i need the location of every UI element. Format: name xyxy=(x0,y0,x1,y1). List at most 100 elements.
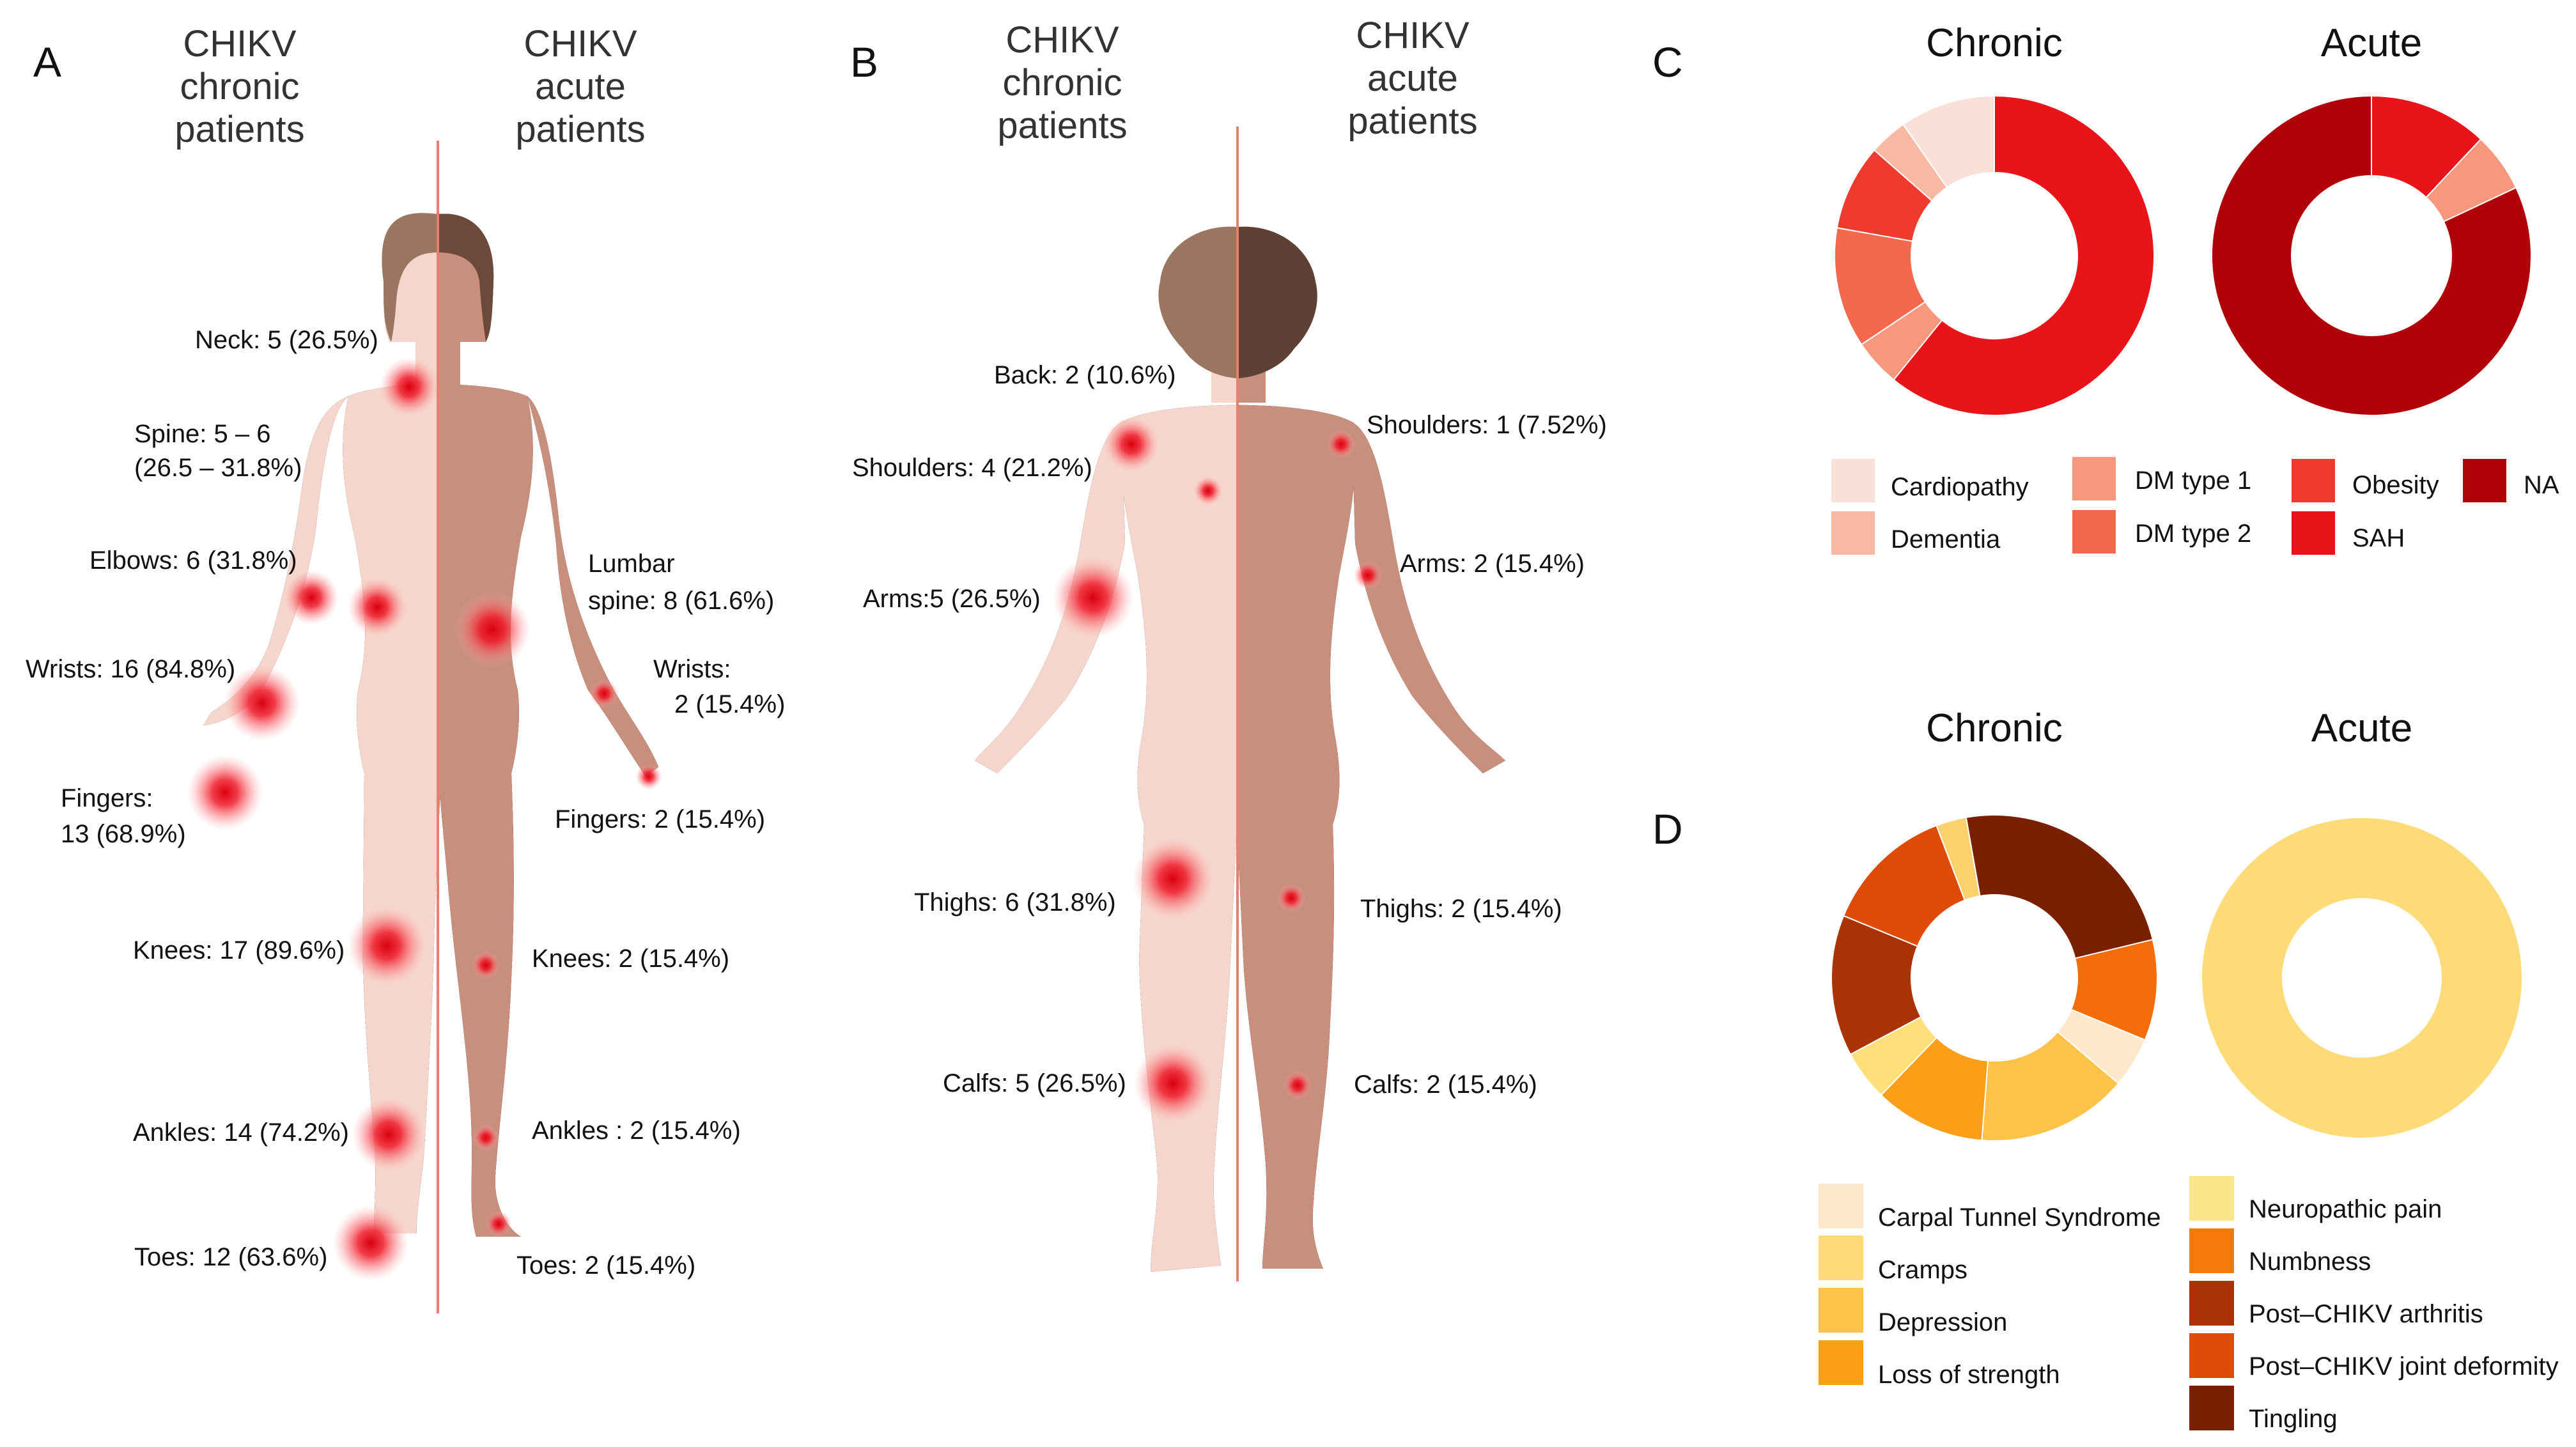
legend-c-swatch-cardiopathy xyxy=(1831,459,1875,502)
label-acute-wrists-line2: 2 (15.4%) xyxy=(674,690,785,718)
label-elbows: Elbows: 6 (31.8%) xyxy=(89,546,297,575)
panel-letter-d: D xyxy=(1652,805,1683,853)
panel-b-spots xyxy=(1053,417,1382,1122)
panel-a-header-acute-line1: CHIKV xyxy=(524,23,637,65)
donut-2-slice-tingling xyxy=(1965,814,2154,959)
label-ankles: Ankles: 14 (74.2%) xyxy=(133,1118,349,1147)
spot-arms xyxy=(1053,558,1133,637)
legend-d-swatch-neuropathic xyxy=(2189,1176,2234,1221)
spot-acute-wrists xyxy=(590,679,618,708)
spot-neck xyxy=(380,358,438,415)
panel-b-header-chronic-line2: chronic xyxy=(1003,62,1122,104)
spot-ankles xyxy=(353,1099,424,1170)
legend-c-swatch-dm2 xyxy=(2072,510,2116,553)
spot-acute-calfs xyxy=(1284,1071,1312,1099)
label-thighs: Thighs: 6 (31.8%) xyxy=(914,888,1116,917)
legend-d-swatch-depression xyxy=(1819,1288,1863,1333)
legend-c-swatch-obesity xyxy=(2292,459,2335,502)
legend-d-swatch-cramps xyxy=(1819,1235,1863,1280)
spot-knees xyxy=(348,908,425,984)
panel-letter-a: A xyxy=(33,38,61,86)
donut-0-slice-cardiopathy xyxy=(1902,95,1995,189)
legend-d-swatch-arthritis xyxy=(2189,1281,2234,1326)
legend-d-swatch-numbness xyxy=(2189,1228,2234,1273)
label-knees: Knees: 17 (89.6%) xyxy=(133,936,345,964)
legend-c-swatch-sah xyxy=(2292,511,2335,555)
legend-c-na: NA xyxy=(2524,471,2559,499)
spot-spine xyxy=(348,578,406,636)
spot-acute-thighs xyxy=(1277,884,1305,912)
legend-c-sah: SAH xyxy=(2352,524,2405,552)
legend-d-deformity: Post–CHIKV joint deformity xyxy=(2249,1352,2559,1381)
label-acute-toes: Toes: 2 (15.4%) xyxy=(516,1251,695,1280)
chart-c-acute-title: Acute xyxy=(2321,21,2423,65)
label-acute-calfs: Calfs: 2 (15.4%) xyxy=(1354,1071,1537,1099)
label-wrists: Wrists: 16 (84.8%) xyxy=(26,655,235,683)
donut-2-slice-depression xyxy=(1936,816,1981,901)
legend-d-depression: Depression xyxy=(1878,1308,2007,1336)
legend-d-swatch-loss-strength xyxy=(1819,1340,1863,1385)
spot-calfs xyxy=(1135,1045,1211,1122)
panel-letter-c: C xyxy=(1652,38,1683,86)
label-acute-fingers: Fingers: 2 (15.4%) xyxy=(555,805,765,833)
legend-d: Carpal Tunnel Syndrome Cramps Depression… xyxy=(1819,1176,2559,1433)
panel-a-spots xyxy=(188,358,662,1280)
legend-d-cramps: Cramps xyxy=(1878,1256,1967,1284)
donut-2-slice-cramps xyxy=(1981,1030,2120,1141)
label-toes: Toes: 12 (63.6%) xyxy=(134,1243,327,1271)
legend-c-swatch-dm1 xyxy=(2072,457,2116,500)
donut-1-slice-na xyxy=(2211,95,2532,416)
label-shoulders: Shoulders: 4 (21.2%) xyxy=(852,454,1092,482)
panel-b-header-acute-line1: CHIKV xyxy=(1356,15,1470,56)
spot-acute-knees xyxy=(472,951,500,979)
spot-acute-toes xyxy=(486,1211,511,1237)
label-spine-line1: Spine: 5 – 6 xyxy=(134,420,271,448)
label-acute-arms: Arms: 2 (15.4%) xyxy=(1400,550,1585,578)
panel-a-header-chronic-line2: chronic xyxy=(180,66,300,107)
legend-d-swatch-carpal xyxy=(1819,1184,1863,1228)
legend-d-swatch-deformity xyxy=(2189,1333,2234,1378)
panel-a-header-chronic-line3: patients xyxy=(175,109,304,150)
label-lumbar-line1: Lumbar xyxy=(588,550,675,578)
label-fingers-line2: 13 (68.9%) xyxy=(61,820,186,848)
legend-d-carpal: Carpal Tunnel Syndrome xyxy=(1878,1203,2161,1232)
spot-toes xyxy=(334,1206,408,1280)
spot-back xyxy=(1194,477,1222,505)
spot-elbows xyxy=(284,571,338,624)
spot-fingers xyxy=(188,755,262,830)
panel-a: CHIKV chronic patients CHIKV acute patie… xyxy=(26,23,785,1313)
panel-b-header-acute-line2: acute xyxy=(1367,58,1458,99)
legend-c-swatch-dementia xyxy=(1831,511,1875,555)
spot-shoulders xyxy=(1105,417,1158,471)
donut-charts xyxy=(1831,95,2532,1141)
spot-thighs xyxy=(1133,839,1213,918)
label-spine-line2: (26.5 – 31.8%) xyxy=(134,454,302,482)
chart-c-chronic-title: Chronic xyxy=(1926,21,2063,65)
label-fingers-line1: Fingers: xyxy=(61,784,153,812)
chart-d-chronic-title: Chronic xyxy=(1926,706,2063,750)
panel-letter-b: B xyxy=(850,38,878,86)
legend-c-obesity: Obesity xyxy=(2352,471,2439,499)
legend-c-swatch-na xyxy=(2463,459,2506,502)
donut-3-slice-cramps xyxy=(2201,818,2522,1138)
legend-d-neuropathic: Neuropathic pain xyxy=(2249,1195,2442,1223)
label-acute-wrists-line1: Wrists: xyxy=(653,655,731,683)
legend-c-dm2: DM type 2 xyxy=(2135,520,2251,548)
chart-d-acute-title: Acute xyxy=(2311,706,2413,750)
panel-b-header-acute-line3: patients xyxy=(1347,100,1477,142)
label-acute-knees: Knees: 2 (15.4%) xyxy=(532,945,729,973)
legend-c-dementia: Dementia xyxy=(1891,525,2001,553)
legend-c: Cardiopathy Dementia DM type 1 DM type 2… xyxy=(1831,457,2559,555)
spot-acute-shoulders xyxy=(1327,430,1355,458)
label-acute-ankles: Ankles : 2 (15.4%) xyxy=(532,1117,741,1145)
panel-a-header-chronic-line1: CHIKV xyxy=(183,23,297,65)
spot-acute-fingers xyxy=(636,764,662,789)
legend-d-numbness: Numbness xyxy=(2249,1248,2371,1276)
legend-d-loss-strength: Loss of strength xyxy=(1878,1361,2060,1389)
label-acute-shoulders: Shoulders: 1 (7.52%) xyxy=(1367,411,1607,439)
donut-0-slice-sah xyxy=(1893,95,2155,416)
panel-b-header-chronic-line1: CHIKV xyxy=(1005,19,1119,61)
legend-d-swatch-tingling xyxy=(2189,1386,2234,1430)
label-acute-thighs: Thighs: 2 (15.4%) xyxy=(1360,895,1562,923)
